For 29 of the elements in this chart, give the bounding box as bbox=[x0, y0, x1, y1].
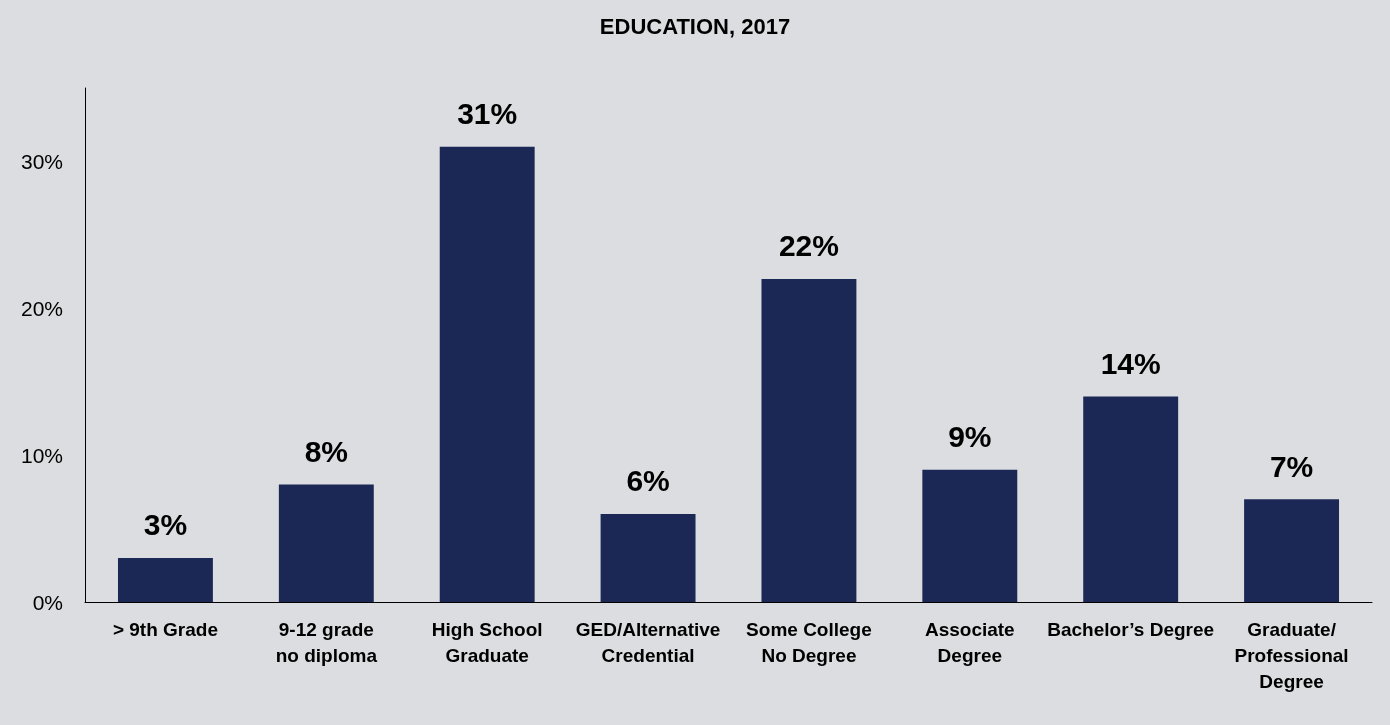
x-tick-label: GED/Alternative Credential bbox=[575, 618, 721, 666]
bar bbox=[761, 278, 857, 602]
bar bbox=[922, 469, 1018, 602]
bar bbox=[1083, 396, 1179, 602]
bar bbox=[439, 146, 535, 602]
data-label: 9% bbox=[948, 420, 992, 454]
data-label: 22% bbox=[778, 229, 839, 263]
y-tick-label: 10% bbox=[20, 443, 63, 467]
bar bbox=[1244, 499, 1340, 602]
x-tick-label: Some College No Degree bbox=[746, 618, 872, 666]
y-tick-label: 20% bbox=[20, 296, 63, 320]
y-tick-label: 30% bbox=[20, 149, 63, 173]
data-label: 6% bbox=[626, 464, 670, 498]
bar bbox=[278, 484, 374, 602]
data-label: 14% bbox=[1100, 346, 1161, 380]
y-tick-label: 0% bbox=[32, 590, 63, 614]
bar bbox=[117, 557, 213, 602]
data-label: 8% bbox=[304, 435, 348, 469]
data-label: 31% bbox=[457, 97, 518, 131]
x-tick-label: Bachelor’s Degree bbox=[1047, 618, 1215, 640]
x-tick-label: 9-12 grade no diploma bbox=[275, 618, 378, 666]
data-label: 3% bbox=[143, 508, 188, 542]
bar bbox=[600, 513, 696, 602]
data-label: 7% bbox=[1269, 449, 1314, 483]
x-tick-label: High School Graduate bbox=[431, 618, 543, 666]
chart-title: EDUCATION, 2017 bbox=[599, 13, 791, 39]
x-tick-label: Associate Degree bbox=[924, 618, 1015, 666]
x-tick-label: Graduate/ Professional Degree bbox=[1234, 618, 1349, 692]
x-tick-label: > 9th Grade bbox=[112, 618, 218, 640]
